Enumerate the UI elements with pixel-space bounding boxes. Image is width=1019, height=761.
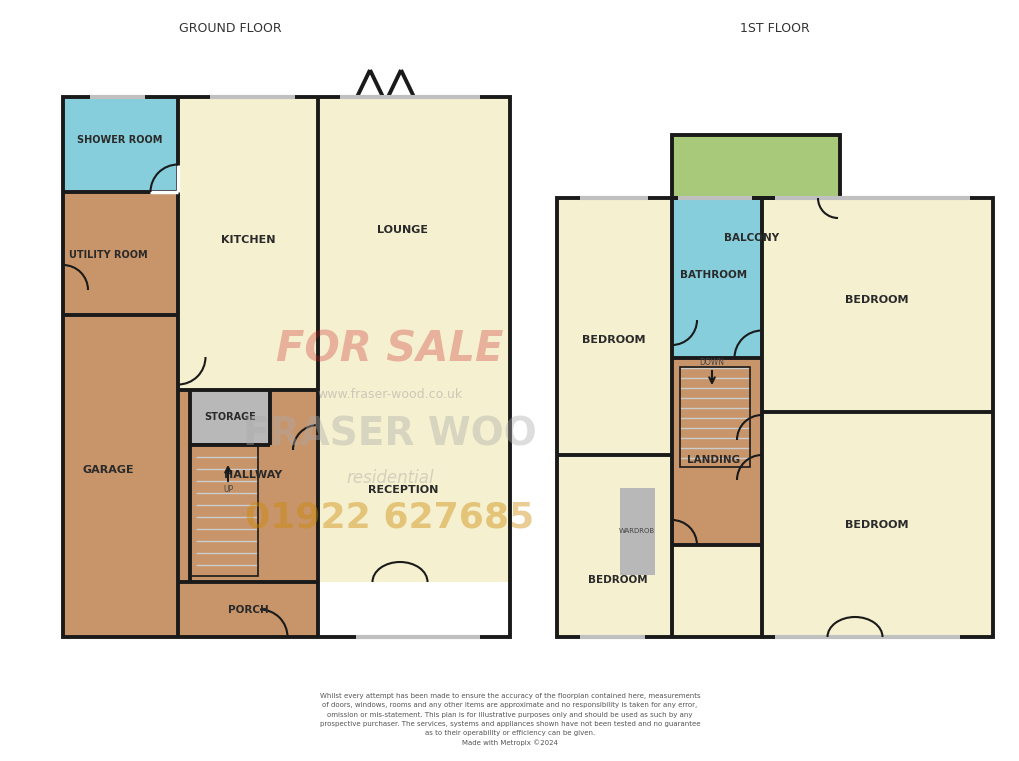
Text: FRASER WOO: FRASER WOO <box>243 416 536 454</box>
Polygon shape <box>387 70 414 97</box>
Bar <box>63 97 510 637</box>
Text: BATHROOM: BATHROOM <box>680 270 747 280</box>
Bar <box>63 315 178 637</box>
Bar <box>63 97 178 192</box>
Text: 01922 627685: 01922 627685 <box>246 501 534 535</box>
Polygon shape <box>357 70 382 97</box>
Text: PORCH: PORCH <box>227 605 268 615</box>
Bar <box>672 135 840 198</box>
Text: www.fraser-wood.co.uk: www.fraser-wood.co.uk <box>317 389 462 402</box>
Text: RECEPTION: RECEPTION <box>368 485 438 495</box>
Bar <box>178 582 318 637</box>
Bar <box>178 97 318 390</box>
Bar <box>318 97 510 390</box>
Text: BEDROOM: BEDROOM <box>845 520 908 530</box>
Bar <box>556 198 993 637</box>
Text: FOR SALE: FOR SALE <box>276 329 503 371</box>
Text: HALLWAY: HALLWAY <box>223 470 282 480</box>
Bar <box>190 444 258 576</box>
Bar <box>620 488 654 575</box>
Text: GROUND FLOOR: GROUND FLOOR <box>178 21 281 34</box>
Text: SHOWER ROOM: SHOWER ROOM <box>77 135 162 145</box>
Bar <box>318 390 510 582</box>
Text: DOWN: DOWN <box>699 358 723 368</box>
Text: BEDROOM: BEDROOM <box>588 575 647 585</box>
Bar <box>680 367 749 467</box>
Text: BEDROOM: BEDROOM <box>582 335 645 345</box>
Bar <box>178 390 318 582</box>
Bar <box>556 198 993 637</box>
Text: residential: residential <box>345 469 433 487</box>
Text: WARDROB: WARDROB <box>619 528 654 534</box>
Text: BALCONY: BALCONY <box>723 233 779 243</box>
Text: STORAGE: STORAGE <box>204 412 256 422</box>
Bar <box>190 390 270 445</box>
Text: 1ST FLOOR: 1ST FLOOR <box>740 21 809 34</box>
Text: BEDROOM: BEDROOM <box>845 295 908 305</box>
Text: Whilst every attempt has been made to ensure the accuracy of the floorplan conta: Whilst every attempt has been made to en… <box>319 693 700 747</box>
Bar <box>672 198 761 358</box>
Bar <box>672 358 761 545</box>
Bar <box>63 192 178 315</box>
Bar <box>672 135 840 198</box>
Text: KITCHEN: KITCHEN <box>220 235 275 245</box>
Text: GARAGE: GARAGE <box>83 465 133 475</box>
Text: UTILITY ROOM: UTILITY ROOM <box>68 250 147 260</box>
Text: UP: UP <box>223 486 232 495</box>
Text: LOUNGE: LOUNGE <box>377 225 428 235</box>
Text: LANDING: LANDING <box>687 455 740 465</box>
